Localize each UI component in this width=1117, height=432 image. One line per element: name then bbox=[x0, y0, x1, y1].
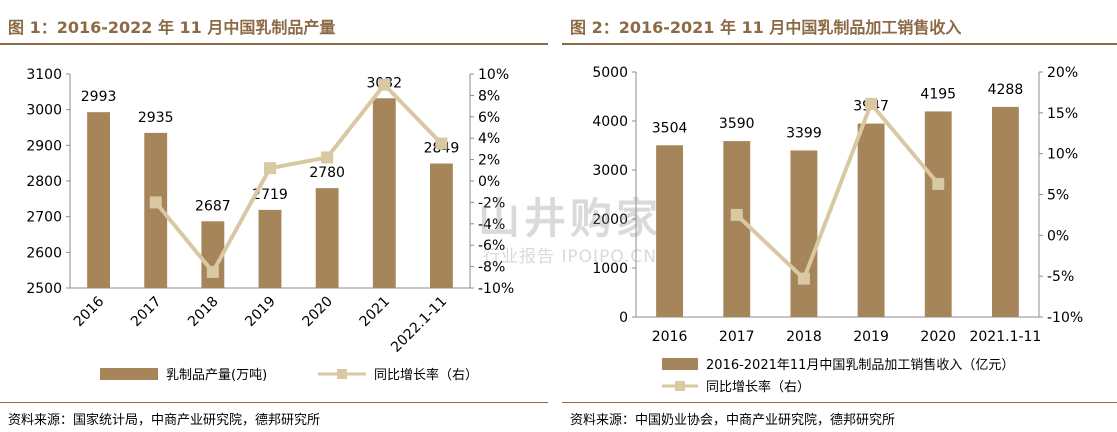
left-tick-label: 3000 bbox=[592, 163, 628, 179]
bar bbox=[315, 188, 339, 288]
growth-rate-marker bbox=[435, 137, 448, 150]
bar bbox=[723, 141, 751, 317]
bar bbox=[258, 209, 282, 288]
legend-bar-label: 2016-2021年11月中国乳制品加工销售收入（亿元） bbox=[706, 357, 1014, 373]
growth-rate-marker bbox=[730, 208, 743, 221]
x-tick-label: 2019 bbox=[853, 329, 889, 345]
figure-2-source: 资料来源：中国奶业协会，中商产业研究院，德邦研究所 bbox=[570, 413, 896, 428]
bar bbox=[372, 98, 396, 289]
right-tick-label: -2% bbox=[478, 195, 505, 211]
x-tick-label: 2017 bbox=[719, 329, 755, 345]
bar bbox=[144, 132, 168, 288]
figure-1-bottom-rule bbox=[0, 402, 548, 403]
legend-bar-swatch bbox=[100, 368, 158, 380]
right-tick-label: -5% bbox=[1047, 269, 1074, 285]
figure-2-bottom-rule bbox=[562, 402, 1117, 403]
legend-line-label: 同比增长率（右） bbox=[374, 367, 478, 383]
figure-1-panel: 图 1：2016-2022 年 11 月中国乳制品产量 2500 2600 2700… bbox=[0, 0, 548, 432]
left-tick-label: 5000 bbox=[592, 65, 628, 81]
dairy-revenue-chart: 0 1000 2000 3000 4000 5000 -10% -5% 0% 5% 10% 15% 20… bbox=[592, 65, 1083, 395]
right-tick-label: 0% bbox=[1047, 228, 1069, 244]
bar-value-label: 3590 bbox=[719, 116, 755, 132]
left-tick-label: 3000 bbox=[26, 103, 62, 119]
x-tick-label: 2018 bbox=[786, 329, 822, 345]
legend-line-marker bbox=[337, 369, 347, 379]
left-tick-label: 4000 bbox=[592, 114, 628, 130]
bar bbox=[656, 145, 684, 317]
x-tick-label: 2016 bbox=[71, 293, 108, 330]
legend-bar-swatch bbox=[662, 358, 698, 370]
figure-1-source: 资料来源：国家统计局，中商产业研究院，德邦研究所 bbox=[8, 413, 321, 428]
growth-rate-marker bbox=[264, 162, 276, 175]
x-tick-label: 2018 bbox=[185, 294, 222, 331]
figure-2-top-rule bbox=[562, 43, 1117, 45]
legend-line-marker bbox=[675, 381, 685, 391]
figure-1-title: 图 1：2016-2022 年 11 月中国乳制品产量 bbox=[8, 18, 336, 37]
x-tick-label: 2021.1-11 bbox=[969, 329, 1041, 345]
right-tick-label: 10% bbox=[1047, 147, 1078, 163]
bar-value-label: 2935 bbox=[138, 110, 174, 126]
growth-rate-marker bbox=[378, 78, 391, 91]
bar-value-label: 2780 bbox=[309, 165, 345, 181]
left-tick-label: 2700 bbox=[26, 210, 62, 226]
bar-value-label: 2993 bbox=[81, 89, 117, 105]
bar-value-label: 3504 bbox=[652, 120, 688, 136]
dairy-production-chart: 2500 2600 2700 2800 2900 3000 3100 -10% -8% -6% -4… bbox=[26, 67, 514, 383]
right-tick-label: 5% bbox=[1047, 188, 1069, 204]
bar bbox=[790, 150, 818, 317]
x-tick-label: 2017 bbox=[128, 294, 165, 331]
growth-rate-marker bbox=[865, 97, 878, 110]
figure-2-title: 图 2：2016-2021 年 11 月中国乳制品加工销售收入 bbox=[570, 18, 962, 37]
right-tick-label: 0% bbox=[478, 174, 500, 190]
bar-value-label: 4288 bbox=[988, 82, 1024, 98]
right-tick-label: -4% bbox=[478, 217, 505, 233]
right-tick-label: -6% bbox=[478, 238, 505, 254]
x-tick-label: 2020 bbox=[920, 329, 956, 345]
growth-rate-marker bbox=[149, 196, 162, 209]
growth-rate-marker bbox=[321, 151, 334, 164]
bar-value-label: 3399 bbox=[786, 125, 822, 141]
bar bbox=[430, 163, 453, 288]
right-tick-label: 2% bbox=[478, 153, 500, 169]
growth-rate-line bbox=[735, 101, 940, 281]
right-tick-label: -10% bbox=[478, 281, 514, 297]
figure-2-panel: 图 2：2016-2021 年 11 月中国乳制品加工销售收入 0 1000 200… bbox=[562, 0, 1117, 432]
legend-line-label: 同比增长率（右） bbox=[706, 379, 810, 395]
left-tick-label: 2000 bbox=[592, 212, 628, 228]
bar-value-label: 4195 bbox=[920, 86, 956, 102]
right-tick-label: -10% bbox=[1047, 310, 1083, 326]
growth-rate-marker bbox=[206, 265, 219, 278]
right-tick-label: -8% bbox=[478, 260, 505, 276]
growth-rate-line bbox=[154, 82, 443, 274]
growth-rate-marker bbox=[932, 177, 945, 190]
right-tick-label: 20% bbox=[1047, 65, 1078, 81]
x-tick-label: 2022.1-11 bbox=[388, 294, 450, 356]
left-tick-label: 2500 bbox=[26, 281, 62, 297]
x-tick-label: 2016 bbox=[652, 329, 688, 345]
left-tick-label: 2900 bbox=[26, 138, 62, 154]
right-tick-label: 15% bbox=[1047, 106, 1078, 122]
left-tick-label: 3100 bbox=[26, 67, 62, 83]
right-tick-label: 10% bbox=[478, 67, 509, 83]
x-tick-label: 2021 bbox=[357, 294, 394, 331]
bar-value-label: 2719 bbox=[252, 187, 288, 203]
left-tick-label: 1000 bbox=[592, 261, 628, 277]
left-tick-label: 2800 bbox=[26, 174, 62, 190]
bar-value-label: 2687 bbox=[195, 198, 231, 214]
right-tick-label: 4% bbox=[478, 131, 500, 147]
bar bbox=[857, 123, 885, 317]
right-tick-label: 8% bbox=[478, 88, 500, 104]
x-tick-label: 2019 bbox=[242, 294, 279, 331]
bar bbox=[87, 112, 110, 288]
left-tick-label: 0 bbox=[619, 310, 628, 326]
legend-bar-label: 乳制品产量(万吨) bbox=[166, 368, 267, 383]
bar bbox=[991, 106, 1019, 317]
figure-1-top-rule bbox=[0, 43, 548, 45]
bar bbox=[924, 111, 952, 317]
left-tick-label: 2600 bbox=[26, 245, 62, 261]
right-tick-label: 6% bbox=[478, 110, 500, 126]
growth-rate-marker bbox=[797, 272, 810, 285]
x-tick-label: 2020 bbox=[299, 294, 336, 331]
